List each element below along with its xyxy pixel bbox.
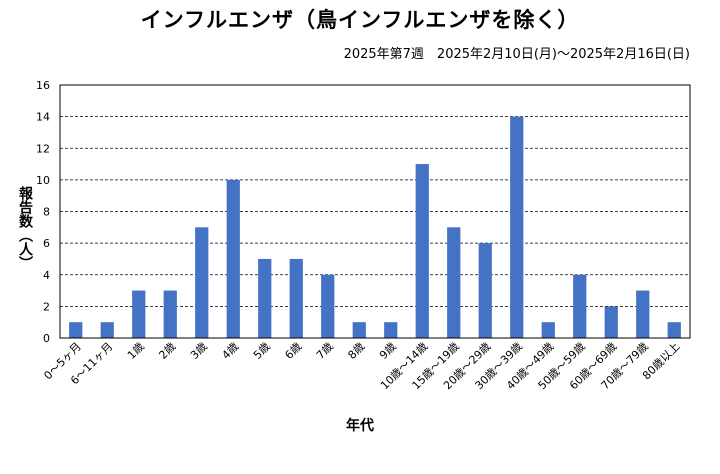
bar xyxy=(667,322,681,338)
bar xyxy=(163,290,177,338)
y-tick-label: 0 xyxy=(43,332,50,345)
y-axis-label: 報告数（人） xyxy=(17,186,33,270)
plot-area-border xyxy=(59,84,691,339)
bar xyxy=(415,164,429,338)
bar xyxy=(132,290,146,338)
x-tick-label: 7歳 xyxy=(314,340,336,362)
bars xyxy=(69,116,681,338)
x-tick-label: 9歳 xyxy=(377,340,399,362)
y-tick-label: 8 xyxy=(43,206,50,219)
x-tick-label: 1歳 xyxy=(125,340,147,362)
bar xyxy=(510,116,524,338)
x-tick-label: 2歳 xyxy=(156,340,178,362)
x-tick-label: 8歳 xyxy=(345,340,367,362)
bar xyxy=(478,243,492,338)
y-tick-label: 2 xyxy=(43,300,50,313)
bar xyxy=(384,322,398,338)
bar xyxy=(321,274,335,338)
bar xyxy=(289,258,303,338)
bar xyxy=(636,290,650,338)
y-tick-label: 4 xyxy=(43,269,50,282)
bar xyxy=(447,227,461,338)
x-tick-label: 5歳 xyxy=(251,340,273,362)
chart-title: インフルエンザ（鳥インフルエンザを除く） xyxy=(140,8,580,32)
y-tick-label: 16 xyxy=(36,79,50,92)
gridlines xyxy=(60,116,690,307)
bar xyxy=(541,322,555,338)
y-tick-labels: 0 2 4 6 8 10 12 14 16 xyxy=(36,79,50,345)
bar xyxy=(195,227,209,338)
bar xyxy=(100,322,114,338)
y-tick-label: 10 xyxy=(36,174,50,187)
y-tick-label: 14 xyxy=(36,111,50,124)
y-tick-label: 6 xyxy=(43,237,50,250)
chart-subtitle: 2025年第7週 2025年2月10日(月)～2025年2月16日(日) xyxy=(343,47,690,62)
bar xyxy=(573,274,587,338)
bar xyxy=(69,322,83,338)
bar xyxy=(226,179,240,338)
bar xyxy=(604,306,618,338)
x-tick-label: 4歳 xyxy=(219,340,241,362)
bar xyxy=(258,258,272,338)
x-tick-label: 6歳 xyxy=(282,340,304,362)
x-axis-label: 年代 xyxy=(346,418,374,434)
x-tick-label: 3歳 xyxy=(188,340,210,362)
bar xyxy=(352,322,366,338)
y-tick-label: 12 xyxy=(36,142,50,155)
